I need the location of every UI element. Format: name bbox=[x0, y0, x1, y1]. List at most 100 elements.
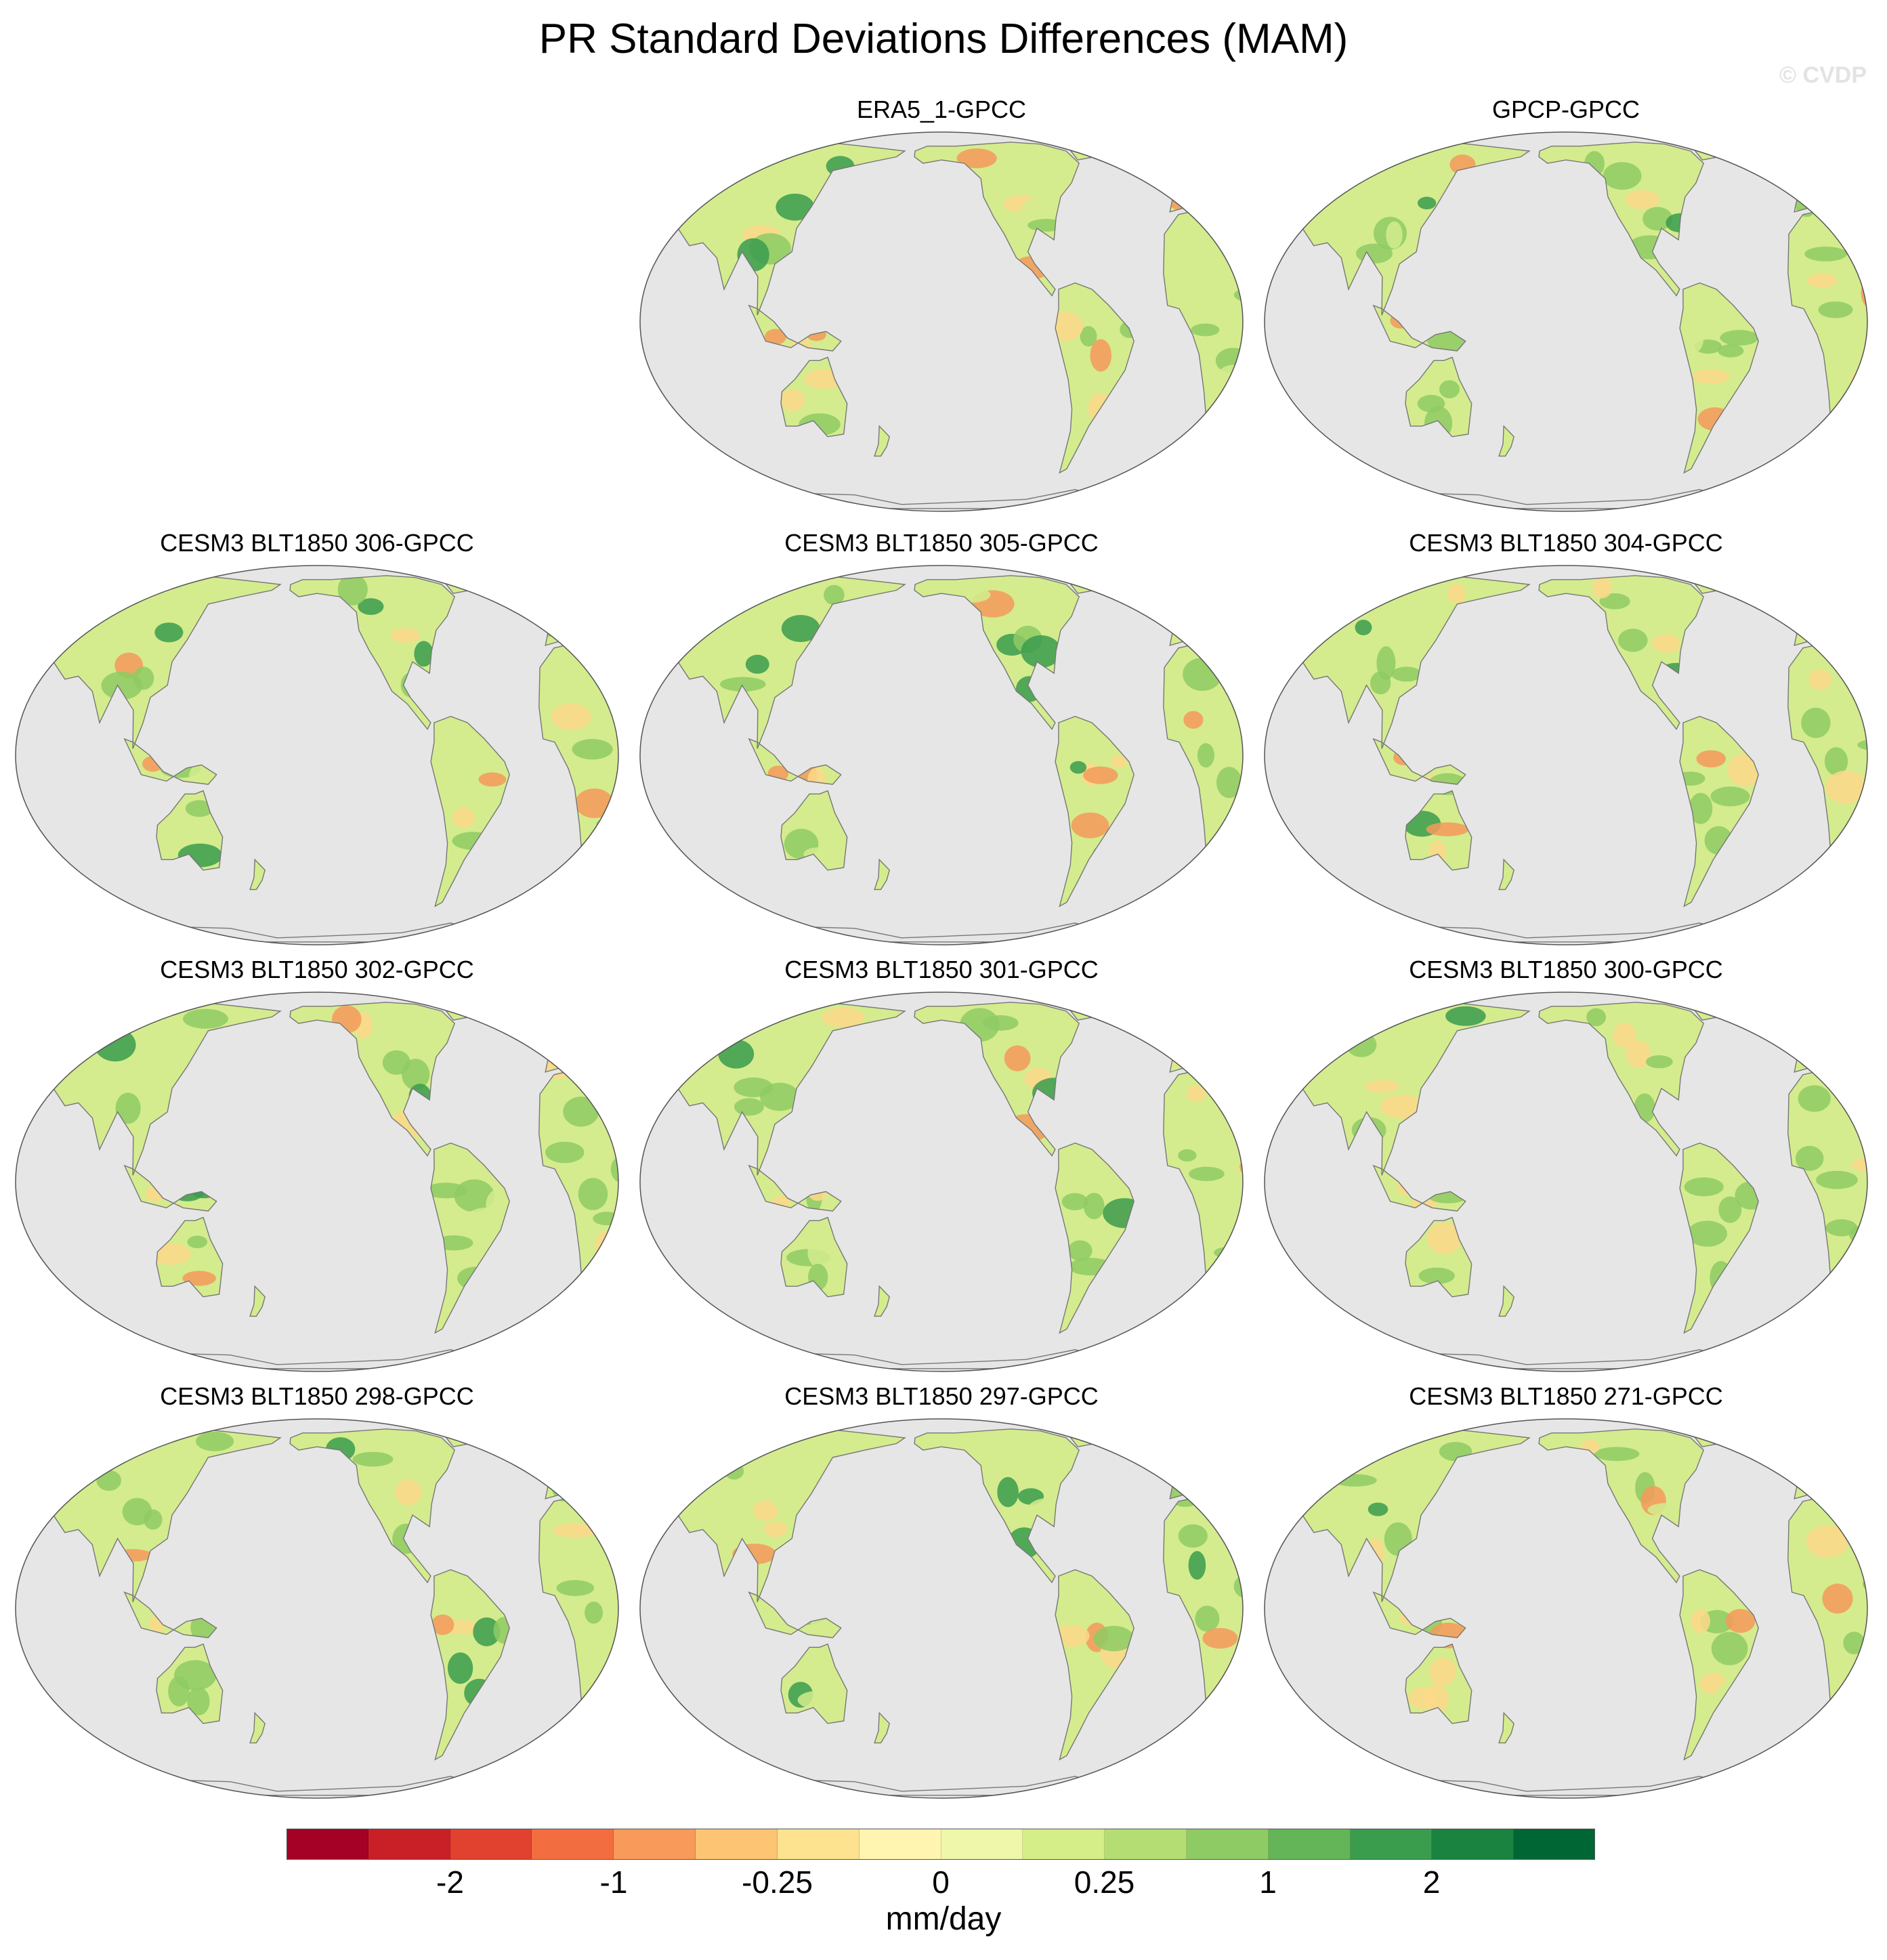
coastline bbox=[545, 1432, 605, 1499]
anomaly-patch bbox=[805, 811, 841, 827]
colorbar-tick-label: -1 bbox=[599, 1865, 628, 1900]
land-nz bbox=[874, 426, 890, 456]
anomaly-patch bbox=[1725, 1609, 1756, 1633]
coastline bbox=[914, 142, 1080, 297]
panel-title: CESM3 BLT1850 271-GPCC bbox=[1409, 1382, 1723, 1410]
anomaly-patch bbox=[68, 1446, 87, 1480]
anomaly-patch bbox=[1066, 1668, 1107, 1684]
map-border bbox=[639, 131, 1244, 512]
anomaly-patch bbox=[1181, 595, 1203, 624]
anomaly-patch bbox=[768, 1049, 807, 1077]
map-panel: CESM3 BLT1850 300-GPCC bbox=[1261, 955, 1871, 1375]
anomaly-patch bbox=[1376, 646, 1396, 680]
anomaly-patch bbox=[1021, 635, 1061, 668]
anomaly-patch bbox=[1417, 196, 1437, 210]
anomaly-patch bbox=[1805, 152, 1841, 181]
coastline bbox=[249, 858, 266, 891]
anomaly-patch bbox=[1787, 163, 1827, 182]
land-namerica bbox=[914, 1428, 1080, 1583]
anomaly-patch bbox=[187, 1235, 208, 1249]
anomaly-patch bbox=[809, 1646, 829, 1676]
anomaly-patch bbox=[1080, 326, 1097, 347]
anomaly-patch bbox=[1613, 1022, 1636, 1048]
map-svg bbox=[15, 992, 619, 1372]
map-border bbox=[1264, 1418, 1868, 1799]
colorbar-swatch bbox=[1350, 1829, 1433, 1860]
anomaly-patch bbox=[780, 389, 805, 411]
coastline bbox=[22, 1000, 282, 1176]
anomaly-patch bbox=[554, 1013, 591, 1036]
coastline bbox=[545, 1006, 605, 1073]
anomaly-patch bbox=[424, 1183, 468, 1199]
anomaly-patch bbox=[1172, 145, 1209, 175]
anomaly-patch bbox=[1689, 792, 1713, 824]
anomaly-patch bbox=[1061, 1193, 1088, 1210]
anomaly-patch bbox=[1798, 1085, 1831, 1112]
map-panel: CESM3 BLT1850 298-GPCC bbox=[12, 1382, 622, 1802]
colorbar-tick-label: 0 bbox=[932, 1865, 950, 1900]
map-svg bbox=[639, 992, 1244, 1372]
land-namerica bbox=[1539, 1428, 1704, 1583]
coastline bbox=[156, 790, 224, 871]
anomaly-patch bbox=[1806, 273, 1838, 288]
anomaly-patch bbox=[708, 178, 748, 211]
anomaly-patch bbox=[1822, 1583, 1853, 1614]
coastline bbox=[748, 1591, 842, 1638]
coastline bbox=[1405, 1216, 1472, 1298]
land-namerica bbox=[1539, 575, 1704, 729]
land-europe bbox=[1170, 1006, 1229, 1072]
anomaly-patch bbox=[997, 1476, 1019, 1508]
anomaly-patch bbox=[390, 628, 421, 643]
land-europe bbox=[1794, 146, 1853, 212]
anomaly-patch bbox=[431, 1614, 454, 1636]
land-nz bbox=[874, 859, 890, 890]
anomaly-patch bbox=[1178, 1524, 1208, 1548]
coastline bbox=[430, 1142, 510, 1334]
colorbar-swatch bbox=[1514, 1829, 1595, 1860]
anomaly-patch bbox=[563, 1096, 599, 1127]
anomaly-patch bbox=[1317, 591, 1359, 609]
anomaly-patch bbox=[1187, 586, 1224, 612]
anomaly-patch bbox=[555, 579, 591, 606]
coastline bbox=[780, 1216, 848, 1298]
coastline bbox=[289, 1428, 456, 1583]
map-panel: CESM3 BLT1850 306-GPCC bbox=[12, 528, 622, 948]
coastline bbox=[1794, 579, 1854, 646]
anomaly-patch bbox=[545, 1141, 585, 1164]
map-border bbox=[15, 1418, 619, 1799]
anomaly-patch bbox=[1791, 599, 1835, 624]
land-europe bbox=[1170, 146, 1229, 212]
coastline bbox=[1372, 1164, 1466, 1212]
land-europe bbox=[545, 579, 604, 645]
anomaly-patch bbox=[1053, 1625, 1090, 1647]
coastline bbox=[1498, 858, 1514, 891]
watermark: © CVDP bbox=[1779, 62, 1867, 88]
anomaly-patch bbox=[556, 1580, 595, 1596]
anomaly-patch bbox=[1305, 163, 1350, 186]
land-europe bbox=[1794, 1432, 1853, 1499]
coastline bbox=[780, 790, 848, 871]
anomaly-patch bbox=[552, 1523, 599, 1538]
anomaly-patch bbox=[1188, 1551, 1206, 1580]
map-panel: CESM3 BLT1850 304-GPCC bbox=[1261, 528, 1871, 948]
colorbar-swatch bbox=[1023, 1829, 1105, 1860]
anomaly-patch bbox=[807, 1235, 835, 1269]
coastline bbox=[1405, 790, 1472, 871]
coastline bbox=[1169, 1006, 1229, 1073]
land-nz bbox=[1499, 1286, 1514, 1317]
coastline bbox=[1679, 282, 1759, 474]
anomaly-patch bbox=[1367, 1502, 1388, 1516]
land-europe bbox=[1170, 579, 1229, 645]
anomaly-patch bbox=[185, 800, 213, 817]
map-svg bbox=[1264, 1418, 1868, 1799]
coastline bbox=[1679, 1142, 1759, 1334]
anomaly-patch bbox=[1177, 1007, 1214, 1027]
anomaly-patch bbox=[555, 601, 586, 614]
anomaly-patch bbox=[1806, 1558, 1833, 1579]
land-europe bbox=[1170, 1432, 1229, 1499]
anomaly-patch bbox=[1305, 1027, 1346, 1040]
anomaly-patch bbox=[684, 161, 720, 184]
map-panel: CESM3 BLT1850 271-GPCC bbox=[1261, 1382, 1871, 1802]
panel-title: ERA5_1-GPCC bbox=[856, 95, 1027, 123]
map-panel: CESM3 BLT1850 297-GPCC bbox=[637, 1382, 1246, 1802]
